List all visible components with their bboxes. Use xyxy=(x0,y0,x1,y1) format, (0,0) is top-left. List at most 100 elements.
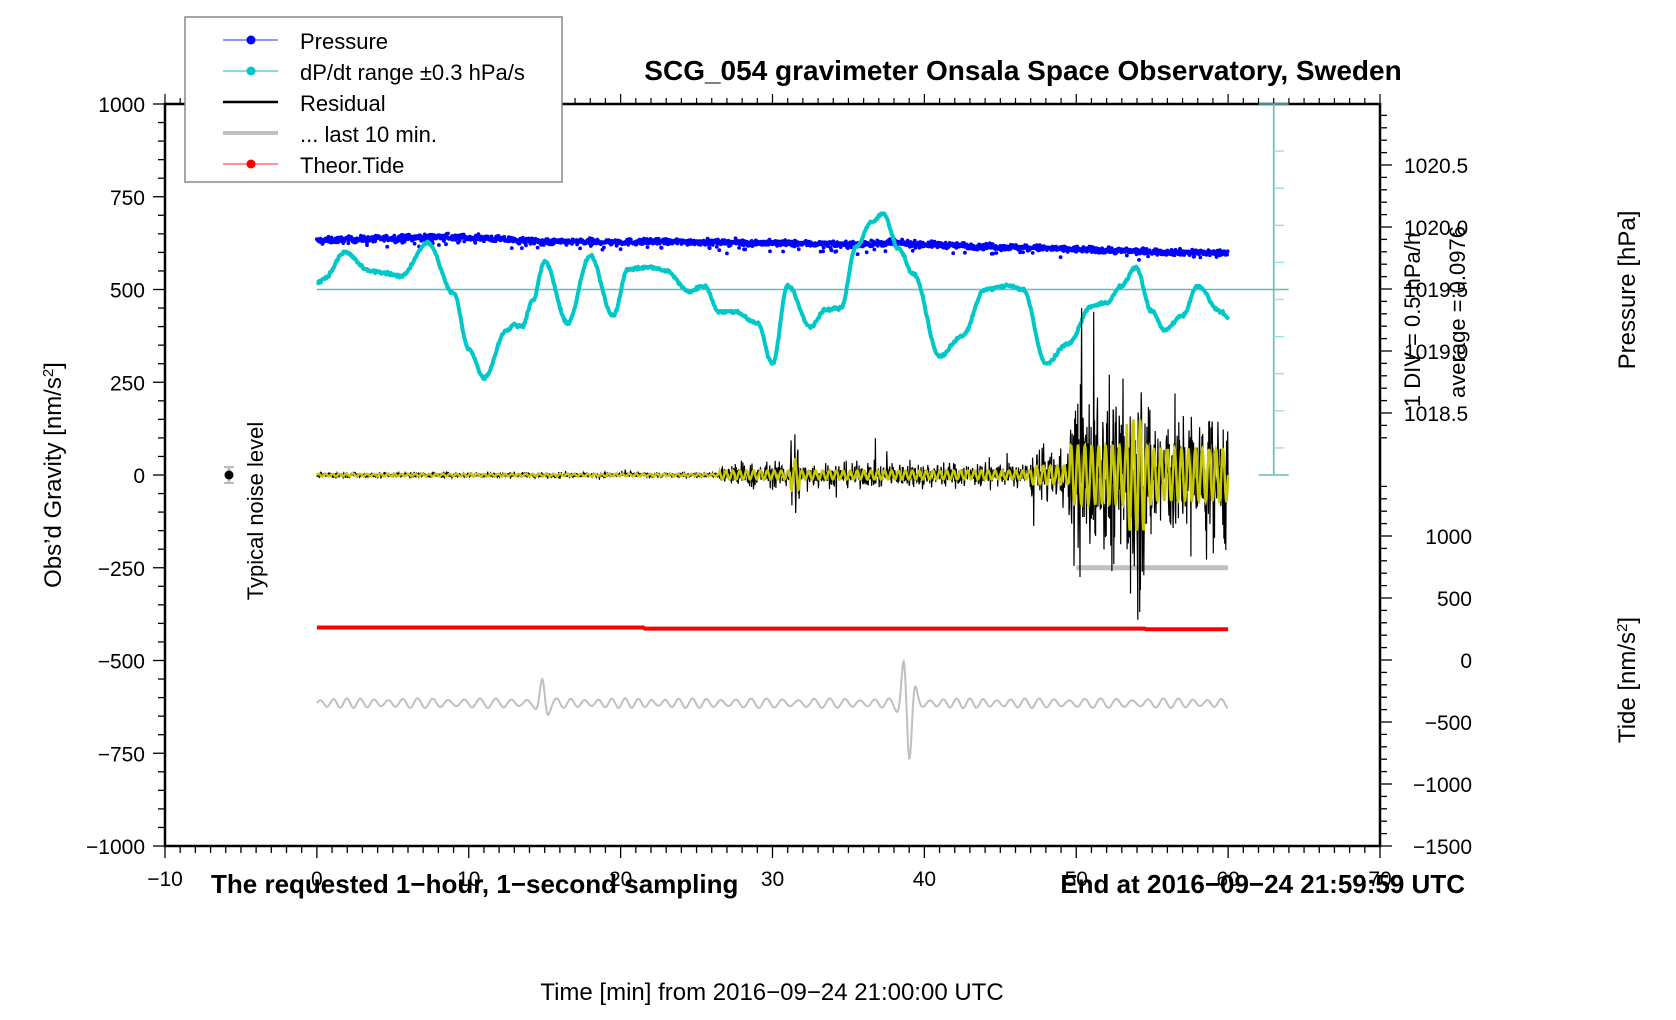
series-pressure xyxy=(315,231,1230,262)
legend-label: Residual xyxy=(300,91,386,116)
series-theor-tide xyxy=(316,625,1229,632)
pressure-point xyxy=(462,239,467,244)
pressure-point xyxy=(385,244,390,249)
series-filtered-residual xyxy=(316,419,1230,531)
pressure-point xyxy=(1021,250,1025,255)
legend-label: dP/dt range ±0.3 hPa/s xyxy=(300,60,525,85)
x-tick-label: 70 xyxy=(1368,868,1391,891)
y-axis-left: 1000 750 500 250 0 −250 −500 −750 −1000 xyxy=(86,94,165,859)
pressure-point xyxy=(725,251,729,256)
tide-tick-label: 0 xyxy=(1460,650,1472,673)
pressure-point xyxy=(714,245,719,249)
legend: Pressure dP/dt range ±0.3 hPa/s Residual… xyxy=(184,16,563,183)
tide-tick-label: −500 xyxy=(1425,712,1472,735)
y-axis-right: 1020.5 1020.0 1019.5 1019.0 1018.5 1000 500 0 −5… xyxy=(1380,114,1472,859)
pressure-point xyxy=(545,237,550,242)
pressure-point xyxy=(855,252,860,257)
noise-marker-dot xyxy=(224,470,234,480)
pressure-point xyxy=(446,231,450,236)
pressure-point xyxy=(872,247,877,252)
pressure-point xyxy=(991,251,996,256)
pressure-point xyxy=(628,237,633,242)
y-left-tick-label: −1000 xyxy=(86,836,145,859)
pressure-point xyxy=(917,245,922,250)
y-left-tick-label: 1000 xyxy=(98,94,145,117)
tide-tick-label: 1000 xyxy=(1425,526,1472,549)
pressure-point xyxy=(365,243,369,248)
legend-item-dpdt: dP/dt range ±0.3 hPa/s xyxy=(223,60,525,85)
pressure-point xyxy=(1214,255,1219,259)
pressure-point xyxy=(1058,255,1063,260)
pressure-point xyxy=(781,249,785,254)
x-axis: −10 0 10 20 30 40 50 60 70 xyxy=(147,94,1392,891)
pressure-point xyxy=(1061,249,1066,253)
y-axis-right-pressure-label: Pressure [hPa] xyxy=(1614,211,1641,370)
x-axis-label: Time [min] from 2016−09−24 21:00:00 UTC xyxy=(540,979,1003,1006)
pressure-point xyxy=(457,239,462,243)
pressure-point xyxy=(864,250,869,255)
pressure-point xyxy=(900,237,904,242)
series-layer xyxy=(315,211,1289,761)
y-left-tick-label: −750 xyxy=(98,743,145,766)
pressure-point xyxy=(329,235,334,240)
pressure-point xyxy=(737,246,741,250)
pressure-point xyxy=(1125,253,1129,258)
pressure-point xyxy=(829,248,834,253)
legend-item-last-10-min: ... last 10 min. xyxy=(223,122,437,147)
y-left-tick-label: 750 xyxy=(110,187,145,210)
pressure-point xyxy=(1008,247,1013,251)
legend-item-residual: Residual xyxy=(223,91,386,116)
legend-item-theor-tide: Theor.Tide xyxy=(223,153,404,178)
pressure-point xyxy=(821,249,825,254)
pressure-point xyxy=(502,234,507,239)
x-tick-label: 20 xyxy=(609,868,632,891)
noise-marker xyxy=(224,466,234,484)
legend-box xyxy=(184,16,563,183)
pressure-point xyxy=(1137,258,1141,262)
pressure-point xyxy=(1106,245,1111,250)
pressure-tick-label: 1018.5 xyxy=(1404,403,1468,426)
pressure-point xyxy=(883,249,888,254)
pressure-point xyxy=(520,246,524,251)
annotation-sampling: The requested 1−hour, 1−second sampling xyxy=(211,869,738,899)
pressure-point xyxy=(834,249,839,254)
pressure-point xyxy=(535,245,540,250)
pressure-tick-label: 1020.5 xyxy=(1404,155,1468,178)
pressure-point xyxy=(1225,252,1229,257)
pressure-point xyxy=(412,241,417,246)
pressure-point xyxy=(1198,255,1203,260)
pressure-point xyxy=(437,243,441,247)
pressure-point xyxy=(444,242,448,247)
series-gray-oscillation xyxy=(316,658,1229,761)
pressure-tick-label: 1020.0 xyxy=(1404,217,1468,240)
pressure-point xyxy=(963,250,967,255)
x-tick-label: −10 xyxy=(147,868,183,891)
pressure-point xyxy=(602,245,606,250)
y-axis-right-tide-label: Tide [nm/s2] xyxy=(1614,617,1642,743)
pressure-point xyxy=(846,246,850,251)
pressure-point xyxy=(1146,254,1150,259)
pressure-point xyxy=(717,248,722,253)
pressure-point xyxy=(821,245,826,250)
pressure-point xyxy=(659,246,664,250)
noise-level-label: Typical noise level xyxy=(243,422,268,601)
y-left-tick-label: −250 xyxy=(98,558,145,581)
pressure-point xyxy=(743,247,748,252)
pressure-point xyxy=(645,245,650,250)
pressure-point xyxy=(509,246,514,251)
pressure-point xyxy=(910,248,915,253)
legend-label: Pressure xyxy=(300,29,388,54)
pressure-point xyxy=(768,249,772,254)
y-left-tick-label: 0 xyxy=(133,465,145,488)
pressure-point xyxy=(1030,251,1035,255)
pressure-point xyxy=(524,243,528,248)
x-tick-label: 50 xyxy=(1065,868,1088,891)
series-dpdt xyxy=(315,211,1230,381)
pressure-point xyxy=(716,238,721,243)
pressure-point xyxy=(359,233,363,238)
dpdt-scale-bar xyxy=(1258,103,1289,476)
tide-tick-label: −1500 xyxy=(1413,836,1472,859)
pressure-point xyxy=(951,251,956,256)
pressure-point xyxy=(618,247,623,252)
